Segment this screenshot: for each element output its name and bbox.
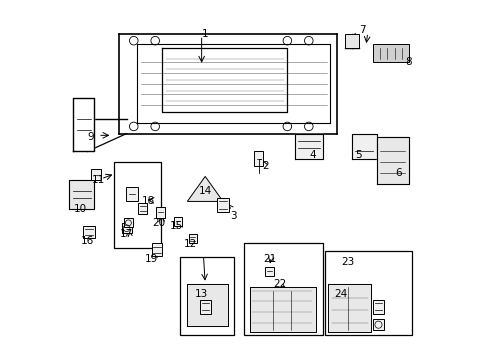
Bar xyxy=(174,217,182,226)
Text: 15: 15 xyxy=(170,221,183,231)
Polygon shape xyxy=(249,287,315,332)
Bar xyxy=(344,33,358,48)
Bar xyxy=(372,319,383,330)
Text: 5: 5 xyxy=(355,150,362,160)
Text: 2: 2 xyxy=(262,161,269,171)
Bar xyxy=(123,219,133,227)
Bar xyxy=(372,44,408,62)
Text: 20: 20 xyxy=(152,218,165,228)
Polygon shape xyxy=(73,98,94,152)
Text: 7: 7 xyxy=(358,25,365,35)
Bar xyxy=(138,203,147,214)
Text: 8: 8 xyxy=(405,57,411,67)
Polygon shape xyxy=(351,134,376,158)
Bar xyxy=(180,257,233,336)
Polygon shape xyxy=(187,176,223,202)
Text: 16: 16 xyxy=(81,236,94,246)
Text: 18: 18 xyxy=(141,197,154,206)
Text: 14: 14 xyxy=(198,186,211,196)
Bar xyxy=(188,234,196,243)
Polygon shape xyxy=(376,137,408,184)
Text: 12: 12 xyxy=(184,239,197,249)
Text: 3: 3 xyxy=(230,211,237,221)
Polygon shape xyxy=(187,284,228,327)
Text: 6: 6 xyxy=(394,168,401,178)
Text: 10: 10 xyxy=(74,203,86,213)
Polygon shape xyxy=(69,180,94,208)
Bar xyxy=(114,162,160,248)
Bar xyxy=(156,207,164,217)
Bar xyxy=(244,243,323,336)
Bar xyxy=(324,251,411,336)
Text: 17: 17 xyxy=(120,229,133,239)
Text: 13: 13 xyxy=(195,289,208,299)
Bar xyxy=(200,300,210,314)
Bar xyxy=(91,169,101,180)
Bar xyxy=(216,198,229,212)
Text: 21: 21 xyxy=(263,253,276,264)
Text: 23: 23 xyxy=(341,257,354,267)
Text: 4: 4 xyxy=(308,150,315,160)
Bar xyxy=(151,243,162,256)
Text: 11: 11 xyxy=(91,175,104,185)
Polygon shape xyxy=(294,134,323,158)
Bar xyxy=(122,223,131,233)
Bar xyxy=(125,187,138,202)
Bar xyxy=(254,152,263,166)
Text: 9: 9 xyxy=(87,132,94,142)
Bar xyxy=(264,267,273,275)
Bar xyxy=(83,226,95,238)
Text: 1: 1 xyxy=(202,28,208,39)
Bar xyxy=(372,300,383,314)
Polygon shape xyxy=(328,284,370,332)
Text: 22: 22 xyxy=(273,279,286,289)
Text: 24: 24 xyxy=(334,289,347,299)
Text: 19: 19 xyxy=(145,253,158,264)
